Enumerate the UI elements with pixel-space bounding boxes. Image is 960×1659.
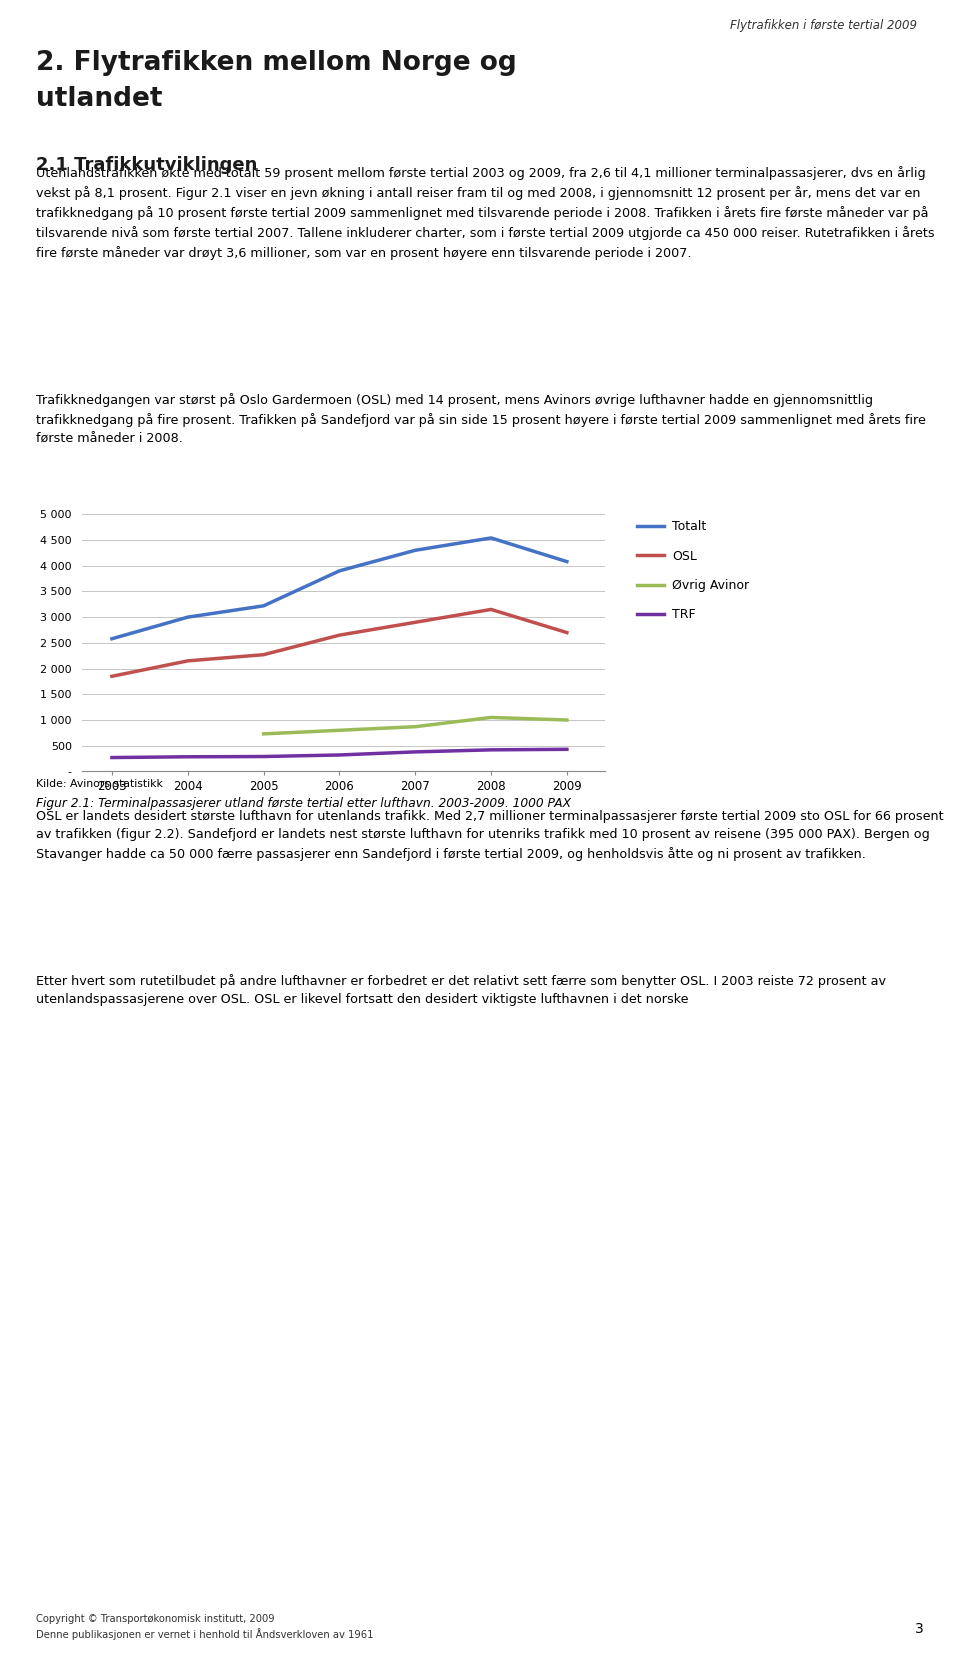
Legend: Totalt, OSL, Øvrig Avinor, TRF: Totalt, OSL, Øvrig Avinor, TRF (632, 516, 755, 625)
Text: Copyright © Transportøkonomisk institutt, 2009: Copyright © Transportøkonomisk institutt… (36, 1614, 276, 1624)
Text: OSL er landets desidert største lufthavn for utenlands trafikk. Med 2,7 millione: OSL er landets desidert største lufthavn… (36, 810, 944, 861)
Text: Figur 2.1: Terminalpassasjerer utland første tertial etter lufthavn. 2003-2009. : Figur 2.1: Terminalpassasjerer utland fø… (36, 798, 571, 810)
Text: 2.1 Trafikkutviklingen: 2.1 Trafikkutviklingen (36, 156, 258, 174)
Text: Trafikknedgangen var størst på Oslo Gardermoen (OSL) med 14 prosent, mens Avinor: Trafikknedgangen var størst på Oslo Gard… (36, 393, 926, 446)
Text: 3: 3 (915, 1623, 924, 1636)
Text: Denne publikasjonen er vernet i henhold til Åndsverkloven av 1961: Denne publikasjonen er vernet i henhold … (36, 1629, 374, 1641)
Text: 2. Flytrafikken mellom Norge og: 2. Flytrafikken mellom Norge og (36, 50, 517, 76)
Text: Kilde: Avinors statistikk: Kilde: Avinors statistikk (36, 780, 163, 790)
Text: Utenlandstrafikken økte med totalt 59 prosent mellom første tertial 2003 og 2009: Utenlandstrafikken økte med totalt 59 pr… (36, 166, 935, 260)
Text: utlandet: utlandet (36, 86, 163, 113)
Text: Flytrafikken i første tertial 2009: Flytrafikken i første tertial 2009 (730, 18, 917, 32)
Text: Etter hvert som rutetilbudet på andre lufthavner er forbedret er det relativt se: Etter hvert som rutetilbudet på andre lu… (36, 974, 886, 1007)
